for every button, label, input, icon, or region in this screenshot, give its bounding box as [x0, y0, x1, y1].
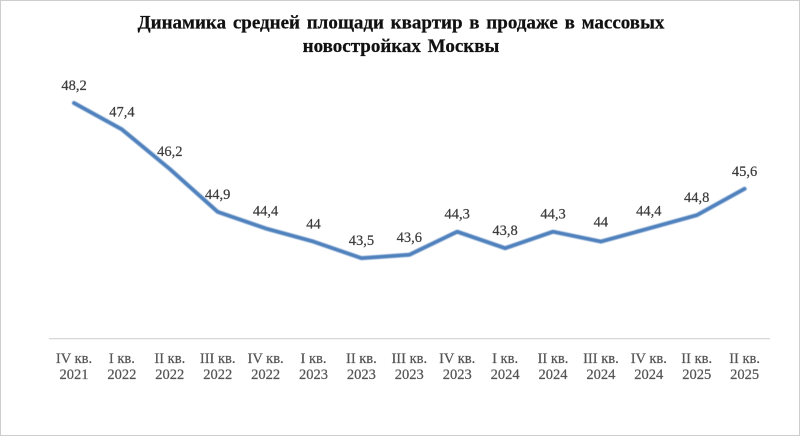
- svg-text:44,3: 44,3: [445, 207, 470, 223]
- svg-text:44,4: 44,4: [636, 203, 662, 219]
- svg-text:46,2: 46,2: [157, 144, 182, 160]
- svg-text:44,8: 44,8: [684, 190, 709, 206]
- svg-text:2024: 2024: [539, 367, 569, 383]
- svg-text:I кв.: I кв.: [301, 351, 327, 367]
- svg-text:45,6: 45,6: [732, 164, 757, 180]
- svg-text:44,9: 44,9: [205, 187, 230, 203]
- svg-text:IV кв.: IV кв.: [631, 351, 667, 367]
- svg-text:II кв.: II кв.: [346, 351, 377, 367]
- svg-text:2024: 2024: [586, 367, 616, 383]
- svg-text:44: 44: [306, 217, 321, 233]
- svg-text:2022: 2022: [203, 367, 232, 383]
- svg-text:II кв.: II кв.: [154, 351, 185, 367]
- svg-text:2024: 2024: [491, 367, 521, 383]
- svg-text:2022: 2022: [155, 367, 184, 383]
- svg-text:2023: 2023: [347, 367, 376, 383]
- svg-text:IV кв.: IV кв.: [56, 351, 92, 367]
- svg-text:II кв.: II кв.: [538, 351, 569, 367]
- svg-text:2022: 2022: [251, 367, 280, 383]
- svg-text:II кв.: II кв.: [729, 351, 760, 367]
- svg-text:43,6: 43,6: [397, 230, 422, 246]
- svg-text:II кв.: II кв.: [681, 351, 712, 367]
- svg-text:2023: 2023: [443, 367, 472, 383]
- svg-text:Динамика средней площади кварт: Динамика средней площади квартир в прода…: [138, 13, 665, 34]
- svg-text:I кв.: I кв.: [109, 351, 135, 367]
- svg-text:43,5: 43,5: [349, 233, 374, 249]
- svg-text:III кв.: III кв.: [583, 351, 619, 367]
- svg-text:2024: 2024: [634, 367, 664, 383]
- svg-text:2023: 2023: [395, 367, 424, 383]
- svg-text:III кв.: III кв.: [391, 351, 427, 367]
- svg-text:новостройках Москвы: новостройках Москвы: [303, 36, 500, 57]
- svg-text:2025: 2025: [682, 367, 711, 383]
- svg-text:48,2: 48,2: [61, 78, 86, 94]
- svg-text:IV кв.: IV кв.: [439, 351, 475, 367]
- svg-text:44,4: 44,4: [253, 203, 279, 219]
- svg-text:III кв.: III кв.: [200, 351, 236, 367]
- svg-text:I кв.: I кв.: [492, 351, 518, 367]
- svg-text:44,3: 44,3: [540, 207, 565, 223]
- svg-text:44: 44: [594, 215, 609, 231]
- svg-text:47,4: 47,4: [109, 104, 135, 120]
- svg-text:2022: 2022: [107, 367, 136, 383]
- svg-text:2025: 2025: [730, 367, 759, 383]
- svg-text:2021: 2021: [60, 367, 89, 383]
- svg-text:2023: 2023: [299, 367, 328, 383]
- svg-text:IV кв.: IV кв.: [248, 351, 284, 367]
- svg-text:43,8: 43,8: [492, 223, 517, 239]
